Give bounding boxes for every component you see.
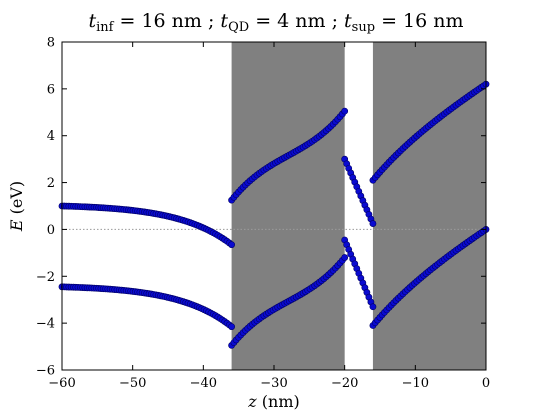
y-tick-label-2: −2: [36, 270, 55, 285]
y-axis-label: E (eV): [7, 181, 26, 232]
y-tick-label-3: 0: [47, 223, 55, 238]
chart-title: tinf = 16 nm ; tQD = 4 nm ; tsup = 16 nm: [88, 10, 463, 35]
x-tick-label-5: −10: [402, 376, 429, 391]
data-point-s1-g1-49: [341, 254, 349, 261]
x-tick-label-1: −50: [119, 376, 146, 391]
y-tick-label-1: −4: [36, 317, 55, 332]
data-point-s1-g0-74: [228, 323, 235, 331]
shaded-region-0: [231, 42, 345, 370]
y-tick-label-6: 6: [47, 82, 55, 97]
y-tick-label-4: 2: [47, 176, 55, 191]
y-tick-label-7: 8: [47, 36, 55, 51]
x-tick-label-3: −30: [260, 376, 287, 391]
x-tick-label-6: 0: [482, 376, 490, 391]
y-tick-label-5: 4: [47, 129, 55, 144]
x-tick-label-2: −40: [190, 376, 217, 391]
y-tick-label-0: −6: [36, 364, 55, 379]
data-point-s0-g1-49: [341, 107, 349, 115]
x-tick-label-4: −20: [331, 376, 358, 391]
data-point-s1-g2-14: [369, 303, 377, 311]
data-point-s0-g0-74: [228, 241, 235, 249]
x-axis-label: z (nm): [247, 392, 299, 411]
shaded-region-1: [372, 42, 486, 370]
x-tick-label-0: −60: [48, 376, 75, 391]
data-point-s0-g2-14: [369, 220, 377, 227]
